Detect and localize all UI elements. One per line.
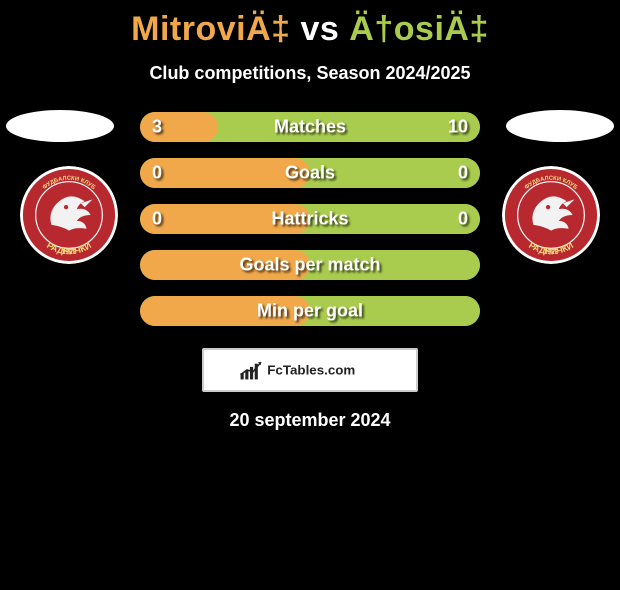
- bar-left-fill: [140, 204, 310, 234]
- comparison-title: MitroviÄ‡ vs Ä†osiÄ‡: [0, 10, 620, 49]
- bar-left-fill: [140, 158, 310, 188]
- svg-text:1923: 1923: [543, 249, 558, 256]
- stat-row-goals: Goals00: [140, 158, 480, 188]
- stat-row-hattricks: Hattricks00: [140, 204, 480, 234]
- player-right-photo-placeholder: [506, 110, 614, 142]
- bar-right-fill: [310, 250, 480, 280]
- title-vs: vs: [301, 10, 340, 48]
- fctables-logo-icon: FcTables.com: [239, 359, 380, 381]
- player-left-photo-placeholder: [6, 110, 114, 142]
- title-left-player: MitroviÄ‡: [131, 10, 290, 48]
- bar-left-fill: [140, 112, 218, 142]
- subtitle: Club competitions, Season 2024/2025: [0, 63, 620, 84]
- svg-text:1923: 1923: [61, 249, 76, 256]
- stat-row-matches: Matches310: [140, 112, 480, 142]
- brand-box: FcTables.com: [202, 348, 418, 392]
- bar-right-fill: [310, 158, 480, 188]
- bar-left-fill: [140, 250, 310, 280]
- comparison-date: 20 september 2024: [0, 410, 620, 431]
- stat-row-min-per-goal: Min per goal: [140, 296, 480, 326]
- bar-right-fill: [218, 112, 480, 142]
- svg-text:FcTables.com: FcTables.com: [268, 363, 356, 378]
- title-right-player: Ä†osiÄ‡: [349, 10, 489, 48]
- stat-row-goals-per-match: Goals per match: [140, 250, 480, 280]
- club-badge-right: ФУДБАЛСКИ КЛУБ РАДНИЧКИ 1923: [502, 166, 600, 264]
- bar-right-fill: [310, 296, 480, 326]
- bar-right-fill: [310, 204, 480, 234]
- club-badge-left: ФУДБАЛСКИ КЛУБ РАДНИЧКИ 1923: [20, 166, 118, 264]
- bar-left-fill: [140, 296, 310, 326]
- stat-bars: Matches310 Goals00 Hattricks00 Goals per ma…: [140, 112, 480, 342]
